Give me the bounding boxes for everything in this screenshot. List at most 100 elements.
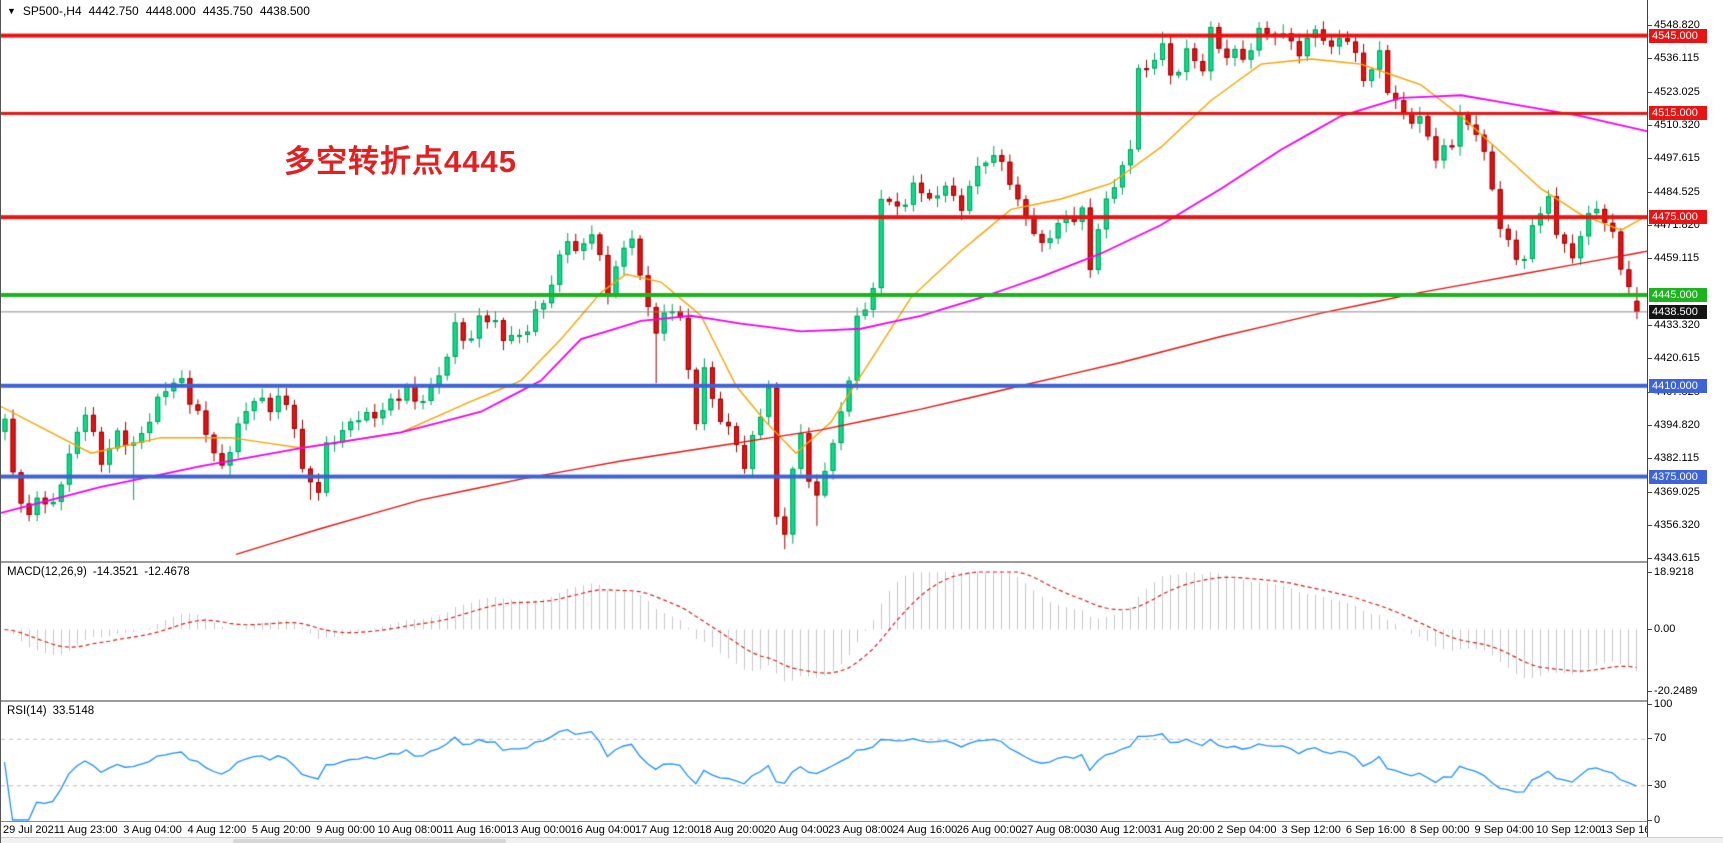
axis-tick-mark xyxy=(1648,58,1652,60)
price-tick-label: 4536.115 xyxy=(1654,52,1700,65)
axis-tick-mark xyxy=(1648,424,1652,426)
ohlc-close: 4438.500 xyxy=(259,4,310,18)
time-tick-label: 9 Aug 00:00 xyxy=(316,824,375,836)
time-tick-label: 16 Aug 04:00 xyxy=(570,824,636,836)
macd-value-main: -14.3521 xyxy=(92,566,139,578)
rsi-scale-label: 100 xyxy=(1654,697,1673,710)
symbol-dropdown-icon[interactable]: ▼ xyxy=(7,6,16,16)
symbol-name: SP500-,H4 xyxy=(22,4,82,18)
price-tick-label: 4484.525 xyxy=(1654,185,1700,198)
rsi-title: RSI(14) xyxy=(7,705,47,717)
rsi-scale-label: 0 xyxy=(1654,813,1661,826)
time-tick-label: 13 Aug 00:00 xyxy=(506,824,572,836)
resistance-price-badge: 4545.000 xyxy=(1649,28,1707,43)
time-tick-label: 8 Sep 00:00 xyxy=(1410,824,1470,836)
time-tick-label: 24 Aug 16:00 xyxy=(892,824,958,836)
price-tick-label: 4433.320 xyxy=(1654,318,1700,331)
macd-label: MACD(12,26,9) -14.3521 -12.4678 xyxy=(7,566,196,578)
rsi-label: RSI(14) 33.5148 xyxy=(7,705,100,717)
horizontal-scrollbar-track xyxy=(1,837,1723,843)
price-tick-label: 4523.025 xyxy=(1654,86,1700,99)
price-tick-label: 4510.320 xyxy=(1654,119,1700,132)
pane-separator xyxy=(1,821,1723,822)
axis-tick-mark xyxy=(1648,125,1652,127)
axis-tick-mark xyxy=(1648,819,1652,821)
axis-tick-mark xyxy=(1648,158,1652,160)
price-tick-label: 4382.115 xyxy=(1654,451,1700,464)
axis-tick-mark xyxy=(1648,738,1652,740)
time-tick-label: 11 Aug 16:00 xyxy=(442,824,507,836)
time-tick-label: 1 Aug 23:00 xyxy=(58,824,118,836)
time-tick-label: 29 Jul 2021 xyxy=(3,824,60,836)
current-price-badge: 4438.500 xyxy=(1649,304,1707,319)
time-tick-label: 26 Aug 00:00 xyxy=(956,824,1022,836)
price-tick-label: 4459.115 xyxy=(1654,251,1700,264)
time-tick-label: 27 Aug 08:00 xyxy=(1021,824,1086,836)
axis-tick-mark xyxy=(1648,25,1652,27)
resistance-price-badge: 4475.000 xyxy=(1649,210,1707,225)
axis-tick-mark xyxy=(1648,224,1652,226)
ohlc-high: 4448.000 xyxy=(145,4,196,18)
axis-tick-mark xyxy=(1648,491,1652,493)
pivot-annotation-text[interactable]: 多空转折点4445 xyxy=(284,144,517,179)
time-tick-label: 30 Aug 12:00 xyxy=(1085,824,1151,836)
time-tick-label: 3 Sep 12:00 xyxy=(1281,824,1341,836)
time-tick-label: 2 Sep 04:00 xyxy=(1217,824,1277,836)
resistance-price-badge: 4515.000 xyxy=(1649,106,1707,121)
rsi-value: 33.5148 xyxy=(52,705,95,717)
price-tick-label: 4394.820 xyxy=(1654,418,1700,431)
price-tick-label: 4343.615 xyxy=(1654,551,1700,564)
time-tick-label: 4 Aug 12:00 xyxy=(187,824,247,836)
axis-tick-mark xyxy=(1648,457,1652,459)
time-tick-label: 10 Aug 08:00 xyxy=(377,824,443,836)
ohlc-open: 4442.750 xyxy=(88,4,139,18)
time-tick-label: 5 Aug 20:00 xyxy=(251,824,311,836)
time-tick-label: 6 Sep 16:00 xyxy=(1345,824,1406,836)
macd-title: MACD(12,26,9) xyxy=(7,566,87,578)
candlestick-chart-canvas[interactable] xyxy=(1,0,1649,562)
pane-separator[interactable] xyxy=(1,561,1723,563)
time-tick-label: 23 Aug 08:00 xyxy=(828,824,893,836)
time-tick-label: 20 Aug 04:00 xyxy=(763,824,829,836)
time-tick-label: 18 Aug 20:00 xyxy=(699,824,765,836)
horizontal-scrollbar-thumb[interactable] xyxy=(233,839,506,843)
axis-tick-mark xyxy=(1648,690,1652,692)
macd-indicator-pane: MACD(12,26,9) -14.3521 -12.4678 xyxy=(1,563,1649,700)
axis-tick-mark xyxy=(1648,571,1652,573)
symbol-info-bar: ▼ SP500-,H4 4442.750 4448.000 4435.750 4… xyxy=(7,4,310,18)
time-tick-label: 3 Aug 04:00 xyxy=(123,824,182,836)
time-tick-label: 10 Sep 12:00 xyxy=(1535,824,1602,836)
pivot-price-badge: 4445.000 xyxy=(1649,288,1707,302)
price-axis[interactable]: 4548.820 4536.115 4523.025 4510.320 4497.615… xyxy=(1647,0,1723,837)
axis-tick-mark xyxy=(1648,357,1652,359)
price-tick-label: 4420.615 xyxy=(1654,351,1700,364)
rsi-chart-canvas[interactable] xyxy=(1,702,1649,822)
rsi-scale-label: 70 xyxy=(1654,732,1667,745)
time-axis[interactable]: 29 Jul 2021 1 Aug 23:00 3 Aug 04:00 4 Aug 1… xyxy=(1,822,1666,837)
main-chart-pane: ▼ SP500-,H4 4442.750 4448.000 4435.750 4… xyxy=(1,0,1649,562)
macd-value-signal: -12.4678 xyxy=(144,566,190,578)
time-tick-label: 31 Aug 20:00 xyxy=(1149,824,1215,836)
macd-scale-bottom: -20.2489 xyxy=(1654,684,1698,697)
rsi-indicator-pane: RSI(14) 33.5148 xyxy=(1,702,1649,822)
axis-tick-mark xyxy=(1648,191,1652,193)
axis-tick-mark xyxy=(1648,628,1652,630)
time-tick-label: 9 Sep 04:00 xyxy=(1474,824,1534,836)
support-price-badge: 4410.000 xyxy=(1649,378,1707,393)
rsi-scale-label: 30 xyxy=(1654,778,1667,791)
pane-separator[interactable] xyxy=(1,700,1723,702)
support-price-badge: 4375.000 xyxy=(1649,469,1707,484)
macd-scale-zero: 0.00 xyxy=(1654,622,1676,635)
price-tick-label: 4497.615 xyxy=(1654,152,1700,165)
axis-tick-mark xyxy=(1648,257,1652,259)
axis-tick-mark xyxy=(1648,524,1652,526)
macd-chart-canvas[interactable] xyxy=(1,563,1649,700)
axis-tick-mark xyxy=(1648,557,1652,559)
ohlc-low: 4435.750 xyxy=(202,4,253,18)
price-tick-label: 4369.025 xyxy=(1654,485,1700,498)
axis-tick-mark xyxy=(1648,784,1652,786)
time-tick-label: 17 Aug 12:00 xyxy=(635,824,700,836)
axis-tick-mark xyxy=(1648,92,1652,94)
macd-scale-top: 18.9218 xyxy=(1654,565,1694,578)
